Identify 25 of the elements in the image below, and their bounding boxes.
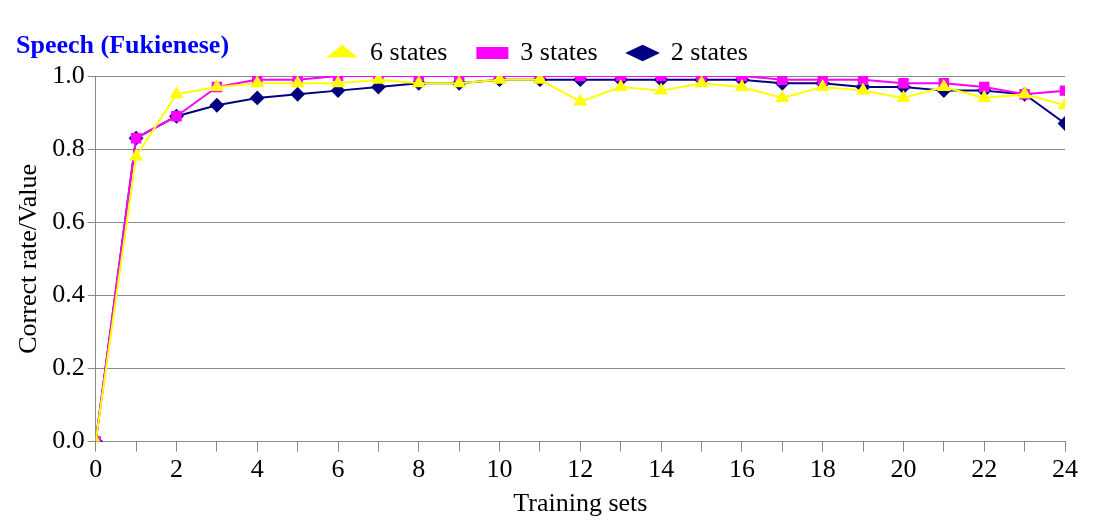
x-tick-label: 0 [89,454,103,484]
y-tick-label: 0.0 [52,425,85,455]
x-tick-label: 6 [331,454,345,484]
x-tick-label: 20 [890,454,917,484]
legend-label: 2 states [670,36,748,66]
y-tick-label: 0.6 [52,206,85,236]
chart-title: Speech (Fukienese) [16,30,230,60]
y-tick-label: 1.0 [52,59,85,89]
x-tick-label: 16 [728,454,755,484]
x-tick-label: 10 [486,454,513,484]
x-tick-label: 14 [648,454,675,484]
y-tick-label: 0.2 [52,352,85,382]
x-tick-label: 2 [169,454,183,484]
y-tick-label: 0.8 [52,132,85,162]
x-tick-label: 12 [567,454,594,484]
x-tick-label: 18 [809,454,836,484]
x-tick-label: 8 [412,454,426,484]
y-axis-title: Correct rate/Value [13,163,43,354]
x-tick-label: 22 [971,454,998,484]
x-tick-label: 4 [250,454,264,484]
legend-label: 3 states [520,36,598,66]
legend-label: 6 states [370,36,448,66]
x-tick-label: 24 [1052,454,1078,484]
y-tick-label: 0.4 [52,279,85,309]
x-axis-title: Training sets [513,488,648,518]
